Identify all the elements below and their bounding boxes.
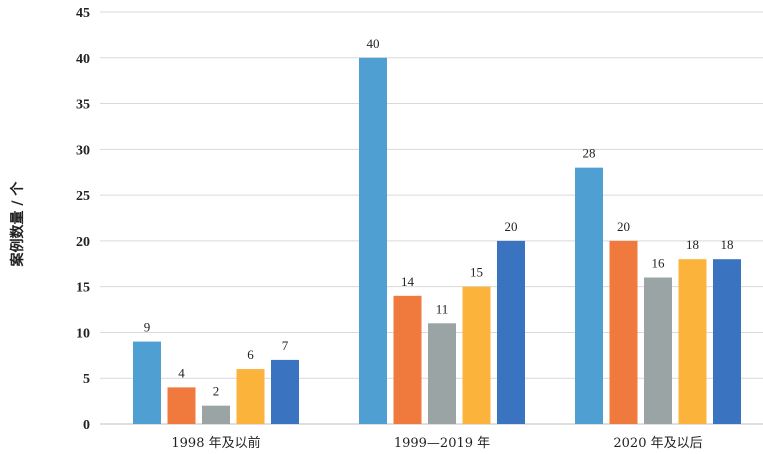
y-tick-label: 35 [76, 98, 90, 113]
data-label: 4 [178, 365, 185, 380]
data-label: 20 [505, 219, 518, 234]
x-category-label: 2020 年及以后 [613, 436, 702, 451]
data-label: 14 [401, 274, 415, 289]
data-label: 16 [652, 256, 666, 271]
bar [236, 369, 265, 424]
x-category-label: 1998 年及以前 [171, 435, 260, 451]
y-tick-label: 15 [76, 281, 90, 296]
data-label: 18 [686, 237, 699, 252]
bar [167, 387, 196, 424]
bar [359, 57, 387, 425]
y-tick-label: 5 [83, 372, 90, 387]
data-label: 15 [470, 265, 483, 280]
y-tick-label: 45 [76, 6, 90, 21]
x-axis-categories: 1998 年及以前 1999—2019 年 2020 年及以后 [171, 435, 702, 451]
bar [644, 277, 672, 424]
y-tick-label: 30 [76, 143, 90, 158]
bars [133, 57, 741, 425]
data-label: 28 [583, 146, 596, 161]
x-category-label: 1999—2019 年 [394, 436, 490, 451]
data-label: 40 [367, 36, 380, 51]
bar [133, 341, 161, 424]
bar [202, 405, 230, 424]
bar [713, 259, 741, 424]
y-tick-label: 0 [83, 418, 90, 433]
y-tick-label: 25 [76, 189, 90, 204]
y-axis-ticks: 0 5 10 15 20 25 30 35 40 45 [76, 6, 90, 433]
data-labels: 9 4 2 6 7 40 14 11 15 20 28 20 16 18 18 [144, 36, 734, 399]
bar [428, 323, 456, 424]
bar [575, 167, 603, 424]
data-label: 2 [213, 384, 220, 399]
y-tick-label: 10 [76, 326, 90, 341]
y-tick-label: 20 [76, 235, 90, 250]
data-label: 6 [247, 347, 254, 362]
bar [462, 286, 491, 424]
gridlines [100, 11, 763, 425]
bar [271, 359, 299, 424]
data-label: 9 [144, 320, 151, 335]
data-label: 11 [436, 301, 449, 316]
bar [678, 259, 707, 424]
y-tick-label: 40 [76, 52, 90, 67]
bar [393, 295, 422, 424]
data-label: 18 [721, 237, 734, 252]
bar [609, 240, 638, 424]
y-axis-label: 案例数量 / 个 [9, 181, 26, 268]
bar [497, 240, 525, 424]
data-label: 7 [282, 338, 289, 353]
data-label: 20 [617, 219, 630, 234]
